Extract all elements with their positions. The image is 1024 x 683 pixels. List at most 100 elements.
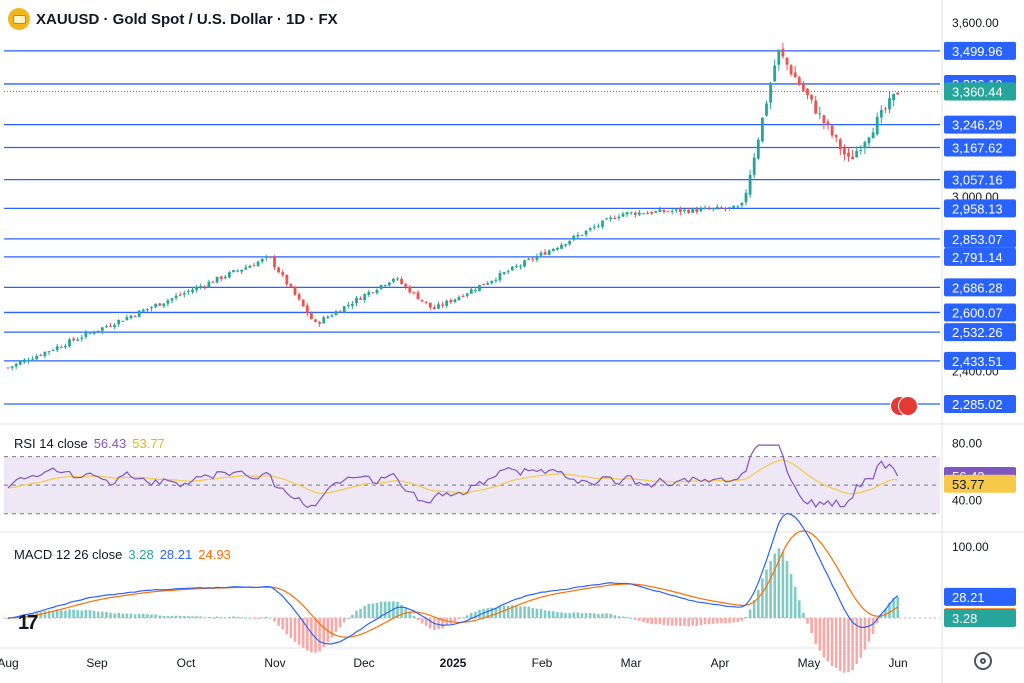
candle-body bbox=[691, 208, 695, 213]
candle-body bbox=[724, 208, 727, 210]
candle-body bbox=[141, 309, 145, 312]
candle-body bbox=[396, 278, 399, 280]
candle-body bbox=[293, 286, 297, 295]
macd-legend[interactable]: MACD 12 26 close 3.28 28.21 24.93 bbox=[14, 547, 231, 562]
candle-body bbox=[412, 292, 416, 294]
rsi-legend[interactable]: RSI 14 close 56.43 53.77 bbox=[14, 436, 165, 451]
candle-body bbox=[400, 278, 403, 284]
us-flag-event-icon[interactable] bbox=[890, 396, 918, 416]
candle-body bbox=[650, 211, 654, 214]
candle-body bbox=[76, 339, 80, 341]
candle-body bbox=[170, 298, 174, 301]
macd-hist-bar bbox=[478, 609, 481, 618]
macd-hist-bar bbox=[39, 612, 43, 618]
macd-hist-bar bbox=[191, 616, 194, 618]
macd-hist-bar bbox=[720, 618, 723, 624]
price-tick-label: 3,600.00 bbox=[952, 16, 999, 30]
candle-body bbox=[888, 98, 891, 110]
candle-body bbox=[310, 312, 313, 320]
last-price-tag: 3,360.44 bbox=[944, 82, 1016, 101]
macd-line-tag: 28.21 bbox=[944, 587, 1016, 606]
macd-hist-bar bbox=[855, 618, 858, 665]
macd-hist-bar bbox=[281, 618, 284, 630]
last-price-tag-bg bbox=[944, 82, 1016, 101]
level-price-tag-bg bbox=[944, 247, 1016, 266]
candle-body bbox=[281, 272, 285, 275]
macd-hist-bar bbox=[662, 618, 666, 625]
macd-hist-bar bbox=[359, 608, 362, 618]
macd-hist-bar bbox=[297, 618, 301, 645]
price-axis[interactable]: 3,600.003,000.002,400.003,499.963,386.19… bbox=[944, 16, 1016, 627]
gold-coin-icon bbox=[8, 8, 30, 30]
macd-hist-bar bbox=[839, 618, 842, 672]
candle-body bbox=[752, 157, 756, 175]
macd-hist-bar bbox=[252, 618, 256, 619]
candle-body bbox=[871, 132, 875, 139]
macd-line-value: 28.21 bbox=[159, 547, 193, 562]
candle-body bbox=[773, 65, 777, 82]
macd-hist-bar bbox=[228, 616, 231, 618]
candle-body bbox=[711, 208, 715, 210]
candle-body bbox=[576, 234, 580, 237]
macd-hist-bar bbox=[400, 604, 403, 618]
macd-hist-bar bbox=[535, 608, 539, 618]
candle-body bbox=[154, 304, 157, 307]
time-tick-label: Oct bbox=[177, 656, 196, 670]
macd-hist-bar bbox=[863, 618, 867, 650]
macd-hist-bar bbox=[101, 611, 104, 618]
level-price-tag-bg bbox=[944, 138, 1016, 157]
candle-body bbox=[146, 308, 149, 310]
macd-hist-bar bbox=[765, 569, 768, 618]
candle-body bbox=[273, 257, 276, 268]
macd-line-tag-text: 28.21 bbox=[952, 590, 985, 605]
rsi-ma-value: 53.77 bbox=[132, 436, 165, 451]
macd-hist-bar bbox=[761, 578, 764, 618]
macd-hist-bar bbox=[240, 617, 243, 619]
candle-body bbox=[506, 271, 510, 273]
macd-hist-bar bbox=[613, 615, 617, 618]
macd-hist-bar bbox=[113, 613, 116, 618]
candle-body bbox=[806, 88, 809, 96]
macd-hist-bar bbox=[72, 609, 75, 618]
candle-body bbox=[84, 332, 88, 337]
candle-body bbox=[601, 220, 604, 227]
macd-hist-bar bbox=[203, 617, 207, 619]
macd-hist-bar bbox=[318, 618, 321, 652]
macd-hist-bar bbox=[211, 617, 215, 619]
macd-hist-bar bbox=[92, 611, 96, 618]
symbol-title[interactable]: XAUUSD · Gold Spot / U.S. Dollar · 1D · … bbox=[36, 10, 338, 28]
macd-hist-bar bbox=[642, 618, 645, 623]
macd-hist-bar bbox=[96, 611, 100, 618]
macd-hist-bar bbox=[834, 618, 838, 668]
rsi-tick-label: 80.00 bbox=[952, 436, 982, 450]
candle-body bbox=[72, 338, 75, 341]
macd-hist-tag: 3.28 bbox=[944, 609, 1016, 627]
candle-body bbox=[781, 48, 785, 57]
candle-body bbox=[137, 310, 141, 317]
macd-hist-bar bbox=[654, 618, 658, 625]
macd-hist-bar bbox=[724, 618, 727, 624]
candle-body bbox=[355, 297, 358, 304]
macd-hist-bar bbox=[183, 616, 186, 618]
level-price-tag-text: 2,686.28 bbox=[952, 280, 1003, 295]
macd-hist-value: 3.28 bbox=[128, 547, 154, 562]
macd-hist-bar bbox=[248, 617, 252, 619]
candle-body bbox=[851, 156, 854, 160]
level-price-tag: 2,791.14 bbox=[944, 247, 1016, 266]
candle-body bbox=[765, 103, 768, 116]
time-axis[interactable]: Aug Sep Oct Nov Dec 2025 Feb Mar Apr May Jun bbox=[0, 656, 908, 670]
macd-hist-bar bbox=[351, 614, 354, 618]
macd-hist-bar bbox=[802, 612, 805, 618]
level-price-tag: 2,958.13 bbox=[944, 199, 1016, 218]
candle-body bbox=[252, 265, 256, 267]
candle-body bbox=[498, 273, 502, 281]
settings-gear-icon[interactable] bbox=[974, 652, 992, 670]
candle-body bbox=[47, 351, 51, 353]
macd-hist-bar bbox=[888, 602, 891, 618]
macd-hist-bar bbox=[699, 618, 703, 626]
candle-body bbox=[31, 359, 34, 361]
macd-hist-bar bbox=[707, 618, 711, 625]
level-price-tag-bg bbox=[944, 303, 1016, 322]
candle-body bbox=[305, 305, 309, 314]
